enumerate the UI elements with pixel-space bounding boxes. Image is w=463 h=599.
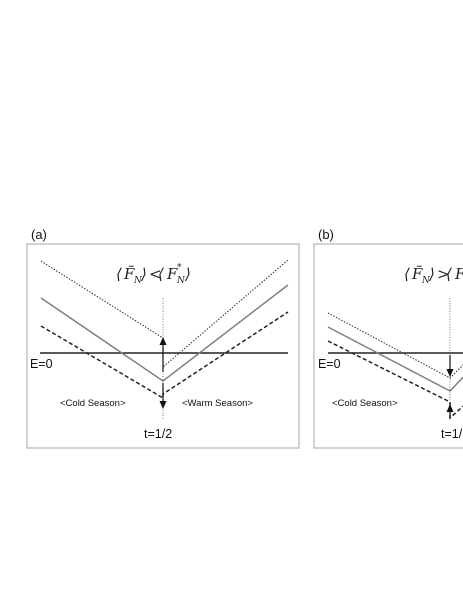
panel-a-eq-left-symbol: F̃	[123, 265, 135, 283]
panel-a-time-label: t=1/2	[144, 427, 172, 441]
panel-a-warm-season-label: <Warm Season>	[182, 398, 253, 409]
panel-b-upper-dotted-curve	[327, 312, 463, 379]
panel-a-eq-left-close: ⟩	[140, 265, 147, 283]
panel-a-eq-right-subscript: N	[176, 276, 186, 286]
panel-b-eq-right-symbol: F	[454, 265, 463, 283]
panel-a-cold-season-label: <Cold Season>	[60, 398, 126, 409]
panel-b: (b) ⟨ F̃ N ⟩ > ⟨ F	[313, 227, 463, 449]
panel-b-cold-season-label: <Cold Season>	[332, 398, 398, 409]
panel-a-zero-label: E=0	[30, 357, 53, 371]
panel-b-eq-left-close: ⟩	[428, 265, 435, 283]
panel-b-down-arrow-head	[446, 369, 454, 377]
panel-a-frame	[26, 243, 300, 449]
panel-a-eq-left-bracket: ⟨	[116, 265, 122, 283]
panel-b-eq-relation: >	[437, 265, 450, 283]
panel-a-eq-right-superscript: *	[177, 263, 182, 273]
panel-b-zero-label: E=0	[318, 357, 341, 371]
panel-b-eq-right-bracket: ⟨	[446, 265, 452, 283]
panel-b-content: ⟨ F̃ N ⟩ > ⟨ F	[327, 265, 463, 441]
panel-a-eq-right-close: ⟩	[184, 265, 191, 283]
panel-a-down-arrow-head	[159, 401, 167, 409]
panel-b-up-arrow-head	[446, 404, 454, 412]
panel-a-dashed-curve	[40, 311, 289, 400]
panel-a-eq-left-subscript: N	[133, 276, 143, 286]
panel-b-frame	[313, 243, 463, 449]
panel-b-equation: ⟨ F̃ N ⟩ > ⟨ F	[404, 265, 463, 286]
panel-b-label: (b)	[318, 227, 334, 242]
panel-a-eq-right-bracket: ⟨	[158, 265, 164, 283]
panel-b-time-label: t=1/	[441, 427, 463, 441]
panel-a-equation: ⟨ F̃ N ⟩ < ⟨ F * N ⟩	[116, 263, 191, 286]
panel-b-eq-left-bracket: ⟨	[404, 265, 410, 283]
panel-a-eq-relation: <	[149, 265, 162, 283]
panel-a-label: (a)	[31, 227, 47, 242]
panel-a-upper-dotted-curve	[40, 259, 289, 369]
panel-b-eq-left-subscript: N	[421, 276, 431, 286]
panel-b-solid-curve	[327, 326, 463, 392]
panel-a-up-arrow-head	[159, 337, 167, 345]
panel-a-eq-right-symbol: F	[166, 265, 178, 283]
panel-a-solid-curve	[40, 284, 289, 382]
panel-b-eq-left-symbol: F̃	[411, 265, 423, 283]
panel-a: (a) ⟨ F̃ N ⟩ < ⟨ F * N ⟩ E=0	[26, 227, 300, 449]
